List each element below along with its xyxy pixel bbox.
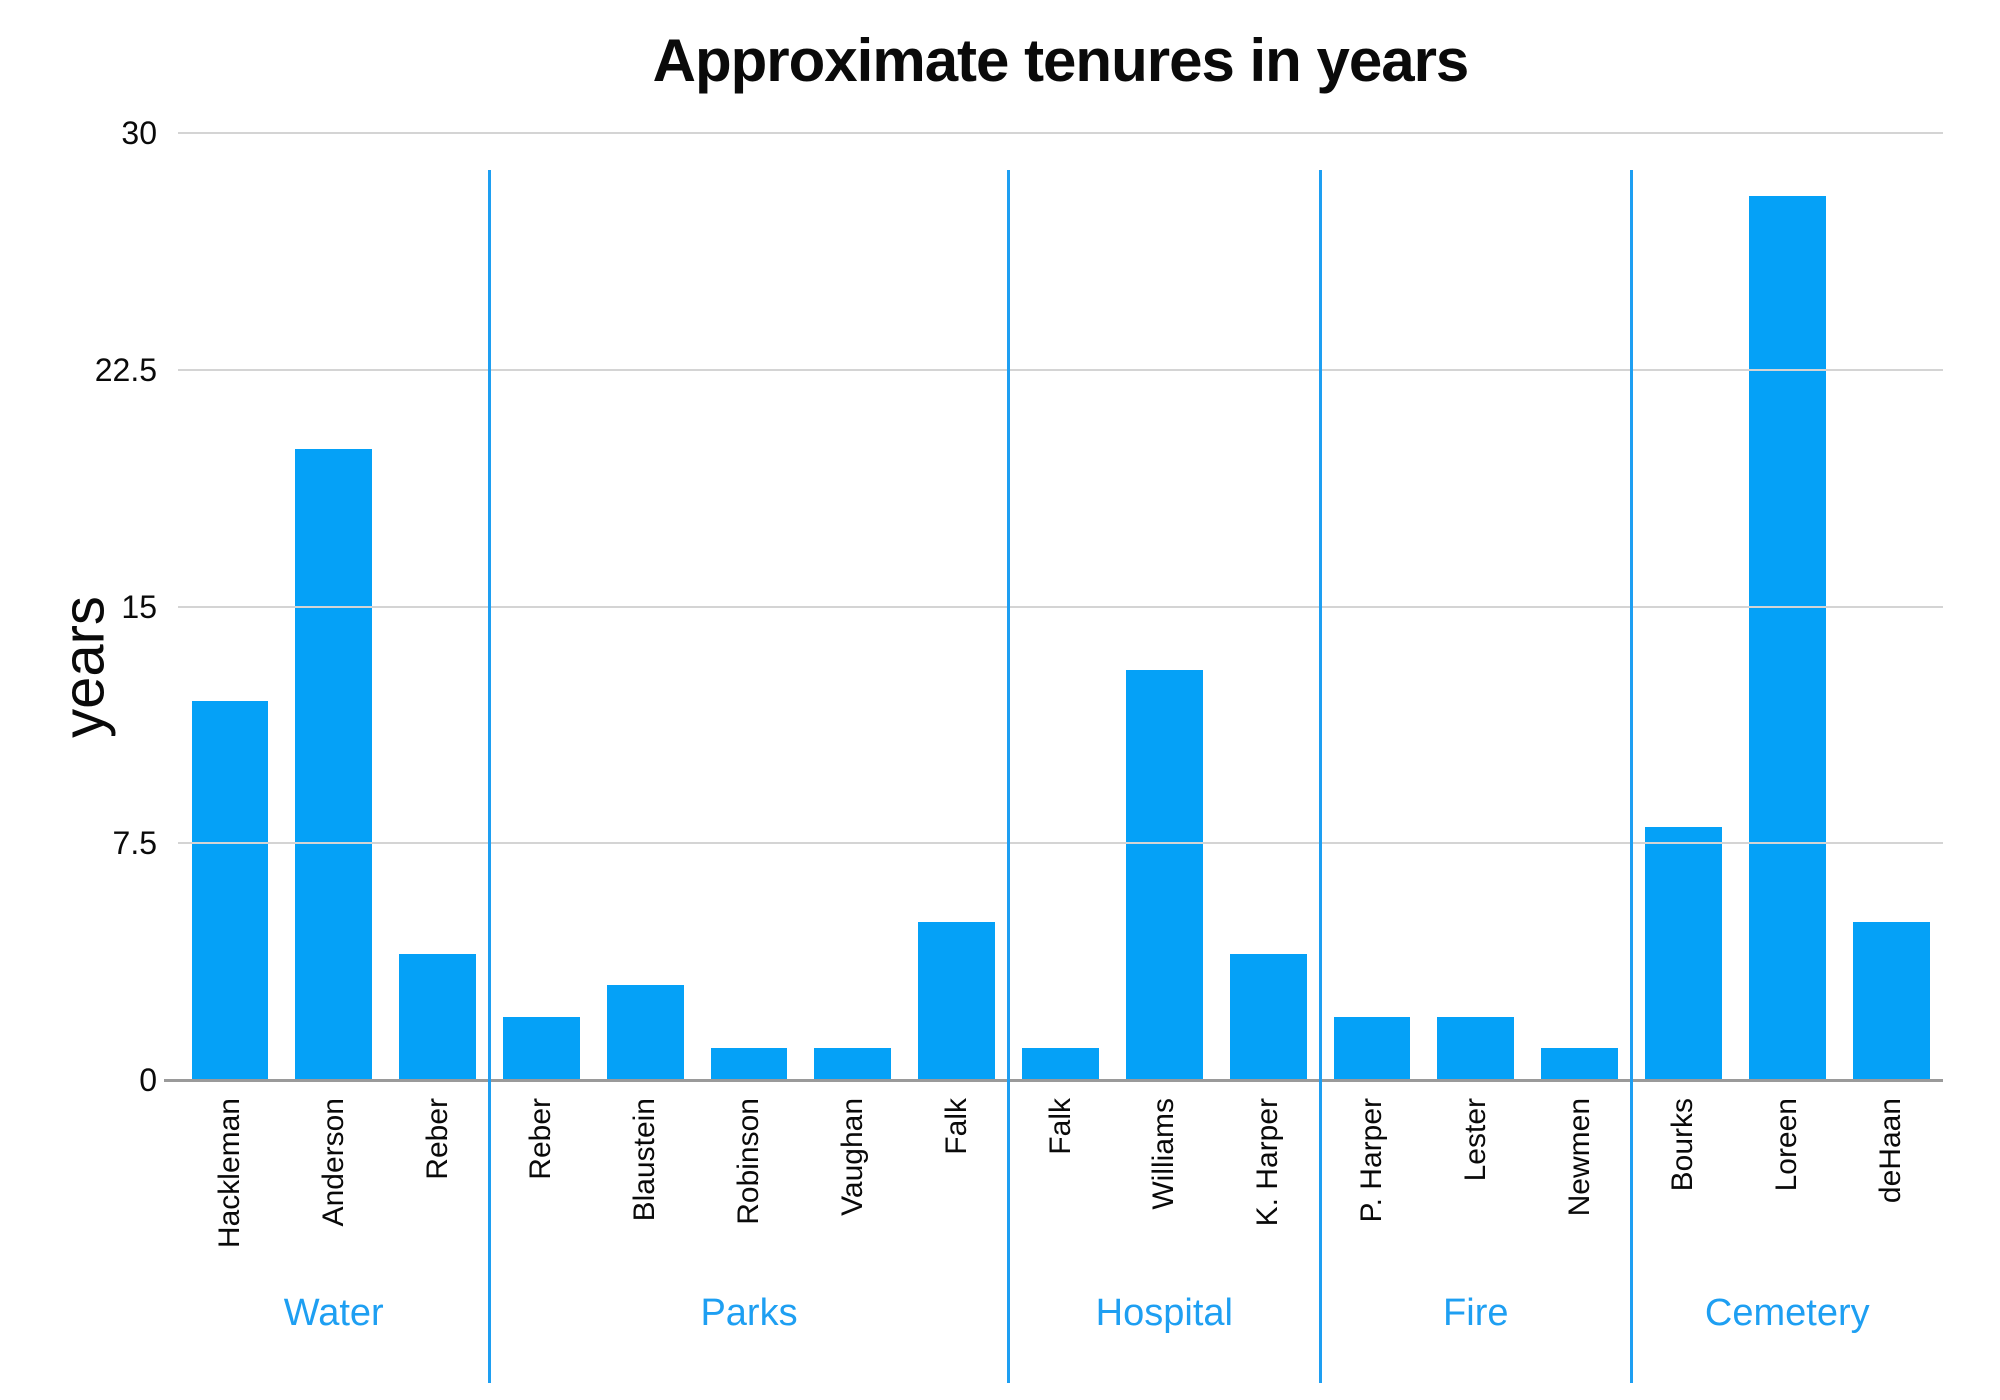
- bar-slot: [1528, 133, 1632, 1080]
- group-label: Fire: [1443, 1292, 1509, 1334]
- group-label: Parks: [700, 1292, 798, 1334]
- group-labels: Water Parks Hospital Fire Cemetery: [178, 1080, 1943, 1400]
- plot-area: [164, 132, 1943, 1082]
- bar: [1645, 827, 1722, 1080]
- y-tick-label: 7.5: [112, 825, 157, 862]
- y-tick-label: 30: [121, 115, 157, 151]
- group-separator: [1007, 170, 1011, 1383]
- bar: [191, 701, 269, 1080]
- bar-slot: [1632, 133, 1736, 1080]
- bar: [1125, 669, 1203, 1080]
- chart-title: Approximate tenures in years: [652, 27, 1470, 94]
- gridline: [178, 605, 1943, 608]
- bar-slot: [1112, 133, 1216, 1080]
- bar: [814, 1048, 892, 1080]
- gridline: [178, 368, 1943, 371]
- group-label: Water: [283, 1292, 384, 1334]
- y-tick-label: 22.5: [94, 351, 157, 388]
- bar-slot: [905, 133, 1009, 1080]
- y-tick-label: 0: [139, 1062, 157, 1098]
- group-separator: [1630, 170, 1634, 1383]
- group-separator: [487, 170, 491, 1383]
- bar-slot: [1839, 133, 1943, 1080]
- x-axis-line: [164, 1078, 1943, 1082]
- bar: [918, 922, 996, 1080]
- bar: [295, 448, 373, 1080]
- bar-slot: [178, 133, 282, 1080]
- bar: [1229, 953, 1307, 1080]
- group-label: Cemetery: [1704, 1292, 1870, 1334]
- bar: [502, 1016, 580, 1080]
- bar: [1022, 1048, 1099, 1080]
- bar: [710, 1048, 788, 1080]
- bar-slot: [282, 133, 386, 1080]
- bar-slot: [1424, 133, 1528, 1080]
- bar: [1541, 1048, 1619, 1080]
- bars-container: [178, 133, 1943, 1080]
- bar-slot: [386, 133, 490, 1080]
- bar: [1852, 922, 1930, 1080]
- bar-slot: [1320, 133, 1424, 1080]
- bar-slot: [801, 133, 905, 1080]
- bar: [1333, 1016, 1411, 1080]
- y-tick-label: 15: [121, 588, 157, 625]
- bar: [1437, 1016, 1515, 1080]
- bar-slot: [489, 133, 593, 1080]
- gridline: [178, 132, 1943, 134]
- bar: [399, 953, 476, 1080]
- bar: [606, 985, 684, 1080]
- gridline: [178, 842, 1943, 845]
- bar-slot: [697, 133, 801, 1080]
- bar-slot: [1216, 133, 1320, 1080]
- group-separator: [1318, 170, 1322, 1383]
- bar: [1748, 196, 1826, 1080]
- bar-slot: [1009, 133, 1113, 1080]
- group-label: Hospital: [1095, 1292, 1233, 1334]
- bar-slot: [593, 133, 697, 1080]
- bar-slot: [1735, 133, 1839, 1080]
